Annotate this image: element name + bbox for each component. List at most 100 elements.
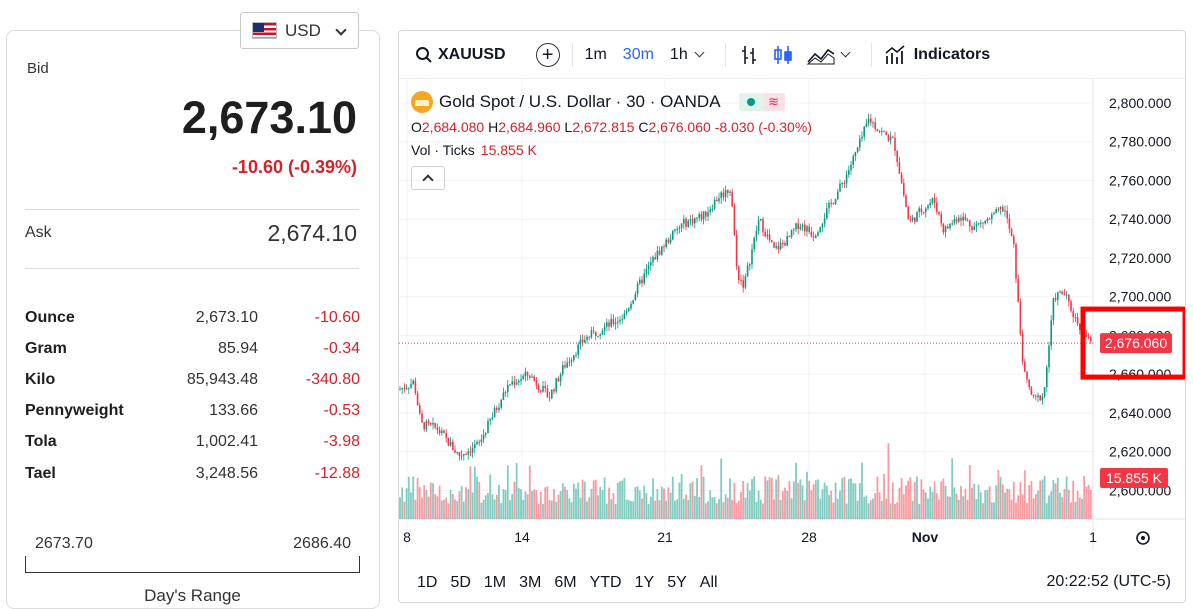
volume-bar (900, 477, 903, 519)
price-tick-label: 2,780.000 (1109, 134, 1171, 150)
chart-settings-icon[interactable] (1136, 531, 1150, 545)
chart-style-chevron-icon[interactable] (840, 47, 851, 58)
volume-bar (544, 487, 547, 519)
candle-body (551, 389, 553, 399)
timeframe-1h[interactable]: 1h (669, 45, 688, 63)
volume-bar (454, 499, 456, 519)
market-status-badge[interactable]: ≋ (738, 93, 785, 111)
volume-bar (438, 485, 441, 519)
candle-body (661, 246, 663, 255)
candle-body (914, 217, 916, 222)
volume-bar (986, 489, 989, 519)
volume-bar (907, 480, 910, 519)
candle-body (621, 319, 623, 321)
volume-bar (1023, 470, 1026, 519)
timeframe-30m[interactable]: 30m (622, 45, 654, 63)
candle-body (702, 211, 705, 220)
candle-body (881, 130, 883, 132)
volume-bar (858, 483, 861, 519)
volume-bar (953, 487, 956, 519)
volume-bar (566, 490, 569, 519)
candle-body (548, 397, 551, 399)
indicators-button[interactable]: Indicators (884, 44, 990, 66)
candle-body (920, 208, 923, 213)
symbol-search-button[interactable]: XAUUSD (415, 46, 506, 64)
chart-area[interactable]: 2,800.000 2,780.000 2,760.000 2,740.000 2,72… (399, 79, 1186, 549)
candle-body (969, 220, 971, 227)
candle-body (718, 198, 720, 202)
range-button[interactable]: YTD (589, 573, 622, 591)
volume-bar (861, 462, 863, 519)
candle-body (474, 444, 476, 449)
currency-select[interactable]: USD (240, 12, 359, 49)
candle-body (942, 223, 945, 233)
volume-bar (990, 502, 993, 519)
volume-bar (753, 476, 756, 519)
candle-style-button[interactable] (772, 44, 794, 66)
volume-bar (845, 503, 848, 519)
price-tick-label: 2,800.000 (1109, 95, 1171, 111)
candlestick-series[interactable] (399, 113, 1092, 461)
bar-style-button[interactable] (738, 44, 760, 66)
candle-body (991, 214, 993, 220)
volume-bar (480, 502, 483, 519)
candle-body (1008, 218, 1011, 230)
volume-bar (449, 490, 452, 519)
candle-body (438, 429, 441, 433)
range-button[interactable]: 5Y (667, 573, 687, 591)
volume-bar (797, 482, 800, 519)
volume-bar (687, 500, 690, 519)
volume-bar (581, 479, 584, 519)
range-button[interactable]: All (699, 573, 718, 591)
volume-bar (660, 486, 663, 519)
volume-bar (550, 500, 553, 519)
candle-body (762, 218, 764, 233)
candle-body (892, 136, 894, 138)
price-chart[interactable]: 2,800.000 2,780.000 2,760.000 2,740.000 2,72… (399, 79, 1186, 549)
range-button[interactable]: 6M (554, 573, 577, 591)
candle-body (403, 387, 406, 389)
volume-bar (1032, 498, 1035, 519)
candle-body (885, 131, 887, 136)
volume-bar (768, 477, 771, 519)
chart-widget: XAUUSD + 1m 30m 1h Indicators 2,800.000 2… (398, 30, 1186, 603)
candle-body (1059, 291, 1061, 293)
compare-symbol-button[interactable]: + (535, 42, 560, 67)
candle-body (837, 191, 839, 200)
volume-bar (832, 502, 835, 519)
timeframe-menu-chevron-icon[interactable] (694, 47, 705, 58)
candle-body (590, 330, 593, 338)
volume-bar (513, 481, 516, 519)
plus-icon: + (541, 43, 554, 66)
candle-body (733, 206, 736, 236)
volume-bar (718, 499, 720, 519)
range-button[interactable]: 1M (483, 573, 507, 591)
candle-body (674, 229, 676, 232)
volume-bar (722, 502, 725, 519)
candle-body (799, 226, 802, 229)
volume-bar (748, 490, 751, 519)
range-button[interactable]: 5D (450, 573, 471, 591)
area-style-button[interactable] (806, 44, 836, 66)
volume-bar (1063, 489, 1066, 519)
candle-body (775, 246, 777, 248)
range-button[interactable]: 1Y (634, 573, 655, 591)
candle-body (606, 322, 608, 327)
divider (25, 209, 359, 210)
unit-row: Kilo 85,943.48 -340.80 (25, 364, 360, 395)
timeframe-1m[interactable]: 1m (584, 45, 607, 63)
candle-body (566, 362, 568, 368)
candle-body (476, 441, 478, 445)
volume-bar (839, 490, 841, 519)
candle-body (658, 250, 661, 255)
collapse-legend-button[interactable] (411, 166, 445, 190)
price-tick-label: 2,740.000 (1109, 211, 1171, 227)
range-button[interactable]: 1D (417, 573, 438, 591)
range-button[interactable]: 3M (519, 573, 542, 591)
volume-bar (649, 496, 652, 519)
candle-body (940, 214, 942, 224)
volume-bar (693, 495, 696, 519)
candle-body (1035, 396, 1037, 398)
volume-bar (612, 493, 615, 519)
candle-body (742, 280, 744, 288)
